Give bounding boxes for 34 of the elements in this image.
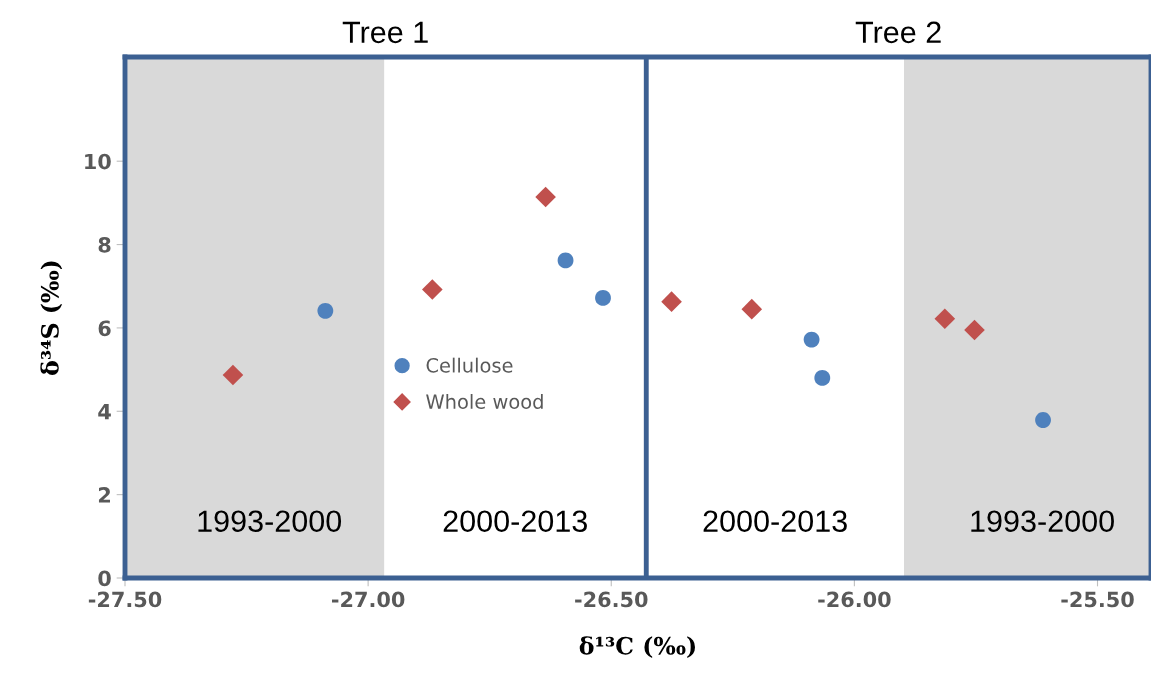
- y-tick-label: 4: [98, 404, 111, 420]
- point: [595, 289, 611, 306]
- point: [814, 370, 831, 386]
- y-tick-label: 10: [85, 153, 111, 170]
- y-tick-label: 0: [98, 570, 111, 587]
- point: [741, 298, 763, 320]
- x-tick-label: -27.50: [88, 591, 162, 608]
- point: [317, 302, 334, 319]
- x-tick-label: -26.00: [818, 591, 891, 608]
- y-tick-label: 2: [98, 487, 110, 503]
- legend-label: Whole wood: [426, 393, 543, 410]
- x-axis-title: δ¹³C (‰): [579, 636, 695, 658]
- point: [557, 252, 574, 269]
- point: [964, 319, 985, 341]
- band-label: 1993-2000: [971, 510, 1114, 533]
- point: [934, 308, 956, 330]
- annotation: 2000-2013: [703, 510, 847, 533]
- band-label: 1993-2000: [198, 510, 342, 533]
- text: Tree 2: [855, 21, 941, 44]
- point: [803, 331, 820, 348]
- x-tick-label: -27.00: [331, 591, 405, 608]
- legend-label: Cellulose: [426, 357, 513, 373]
- point: [1035, 412, 1051, 428]
- point: [422, 279, 443, 300]
- point: [535, 186, 556, 208]
- x-tick-label: -26.50: [575, 591, 648, 608]
- text: Tree 1: [342, 21, 428, 44]
- point: [222, 364, 244, 386]
- y-tick-label: 8: [98, 237, 111, 253]
- annotation: 2000-2013: [443, 510, 587, 533]
- y-axis-title: δ³⁴S (‰): [40, 261, 63, 375]
- y-tick-label: 6: [98, 320, 111, 337]
- point: [661, 291, 682, 312]
- x-tick-label: -25.50: [1061, 591, 1134, 608]
